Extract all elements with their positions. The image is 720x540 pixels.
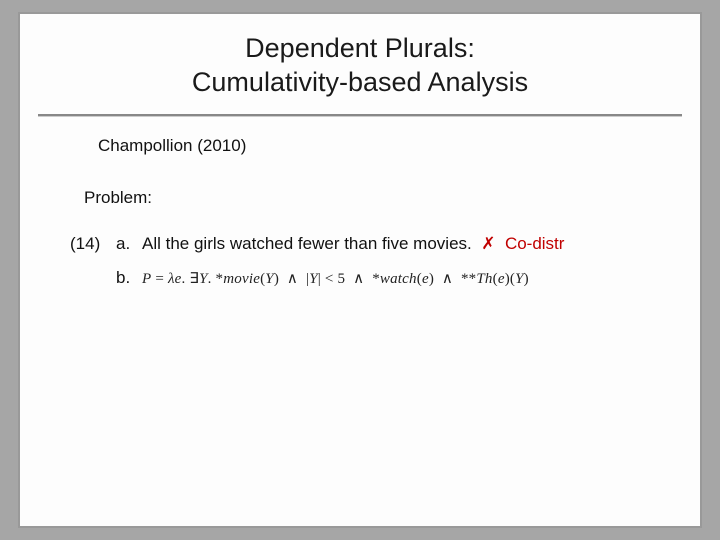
logic-formula: P = λe. ∃Y. *movie(Y) ∧ |Y| < 5 ∧ *watch… xyxy=(142,271,529,287)
title-line-1: Dependent Plurals: xyxy=(20,32,700,66)
title-divider xyxy=(38,114,682,117)
example-a-text: All the girls watched fewer than five mo… xyxy=(142,234,660,254)
example-b-letter: b. xyxy=(116,268,142,288)
slide-body: Champollion (2010) Problem: (14) a. All … xyxy=(70,136,660,302)
slide-title: Dependent Plurals: Cumulativity-based An… xyxy=(20,32,700,100)
x-mark-icon: ✗ xyxy=(481,234,495,253)
section-label: Problem: xyxy=(84,188,660,208)
example-a-row: (14) a. All the girls watched fewer than… xyxy=(70,234,660,254)
example-b-row: b. P = λe. ∃Y. *movie(Y) ∧ |Y| < 5 ∧ *wa… xyxy=(70,268,660,288)
example-b-formula: P = λe. ∃Y. *movie(Y) ∧ |Y| < 5 ∧ *watch… xyxy=(142,268,660,288)
example-a-letter: a. xyxy=(116,234,142,254)
title-line-2: Cumulativity-based Analysis xyxy=(20,66,700,100)
example-a-sentence: All the girls watched fewer than five mo… xyxy=(142,234,472,253)
citation: Champollion (2010) xyxy=(98,136,660,156)
example-a-annotation: Co-distr xyxy=(500,234,564,253)
example-number: (14) xyxy=(70,234,116,254)
slide-frame: Dependent Plurals: Cumulativity-based An… xyxy=(18,12,702,528)
